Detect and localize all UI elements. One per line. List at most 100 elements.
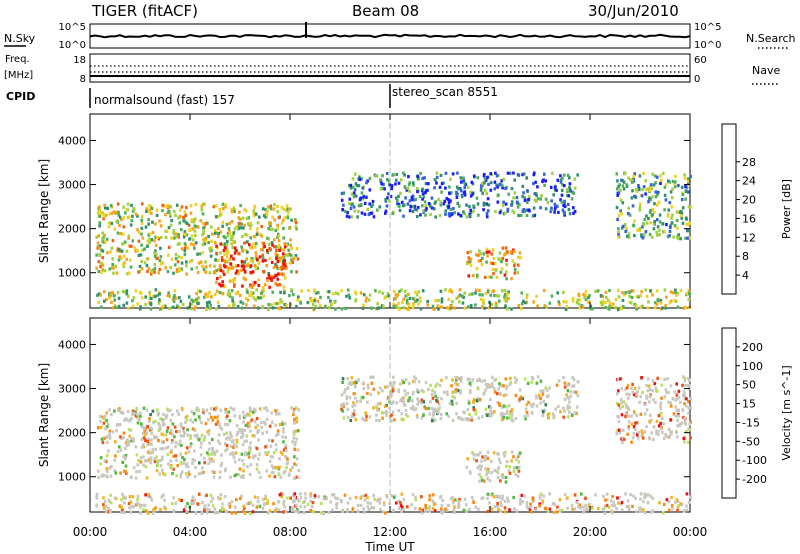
velocity-cell — [553, 510, 556, 514]
power-cell — [584, 289, 588, 293]
velocity-cell — [648, 387, 652, 392]
velocity-cell — [146, 425, 149, 429]
velocity-cell — [508, 416, 512, 420]
power-cell — [637, 295, 640, 299]
velocity-cell — [186, 465, 190, 469]
power-cell — [504, 304, 507, 308]
power-cell — [411, 181, 415, 185]
power-cell — [681, 206, 685, 210]
velocity-cell — [539, 379, 543, 383]
velocity-cell — [467, 399, 471, 403]
velocity-cell — [180, 470, 184, 474]
velocity-cell — [197, 472, 201, 476]
velocity-cell — [209, 460, 212, 464]
velocity-cell — [211, 469, 214, 474]
power-cell — [430, 206, 434, 210]
power-cell — [183, 242, 187, 246]
power-cell — [689, 174, 692, 178]
power-cell — [544, 197, 548, 201]
power-cell — [630, 301, 633, 305]
power-cell — [395, 305, 399, 309]
velocity-cell — [490, 382, 494, 386]
power-cell — [604, 305, 607, 310]
velocity-cell — [102, 496, 105, 500]
velocity-cell — [235, 498, 238, 502]
power-cell — [415, 293, 419, 297]
velocity-cell — [654, 386, 658, 390]
velocity-cell — [319, 511, 323, 515]
power-cell — [661, 222, 665, 226]
power-cell — [666, 214, 670, 218]
power-cell — [125, 301, 129, 305]
power-cell — [221, 224, 224, 228]
power-cell — [640, 194, 644, 198]
velocity-cell — [346, 415, 350, 419]
power-cell — [100, 270, 103, 274]
velocity-cell — [624, 402, 628, 406]
power-cell — [381, 174, 384, 178]
velocity-cell — [120, 410, 124, 415]
velocity-cell — [233, 474, 237, 478]
velocity-cell — [507, 499, 510, 503]
power-cell — [295, 247, 299, 251]
velocity-cell — [681, 408, 684, 412]
velocity-cell — [282, 430, 285, 434]
velocity-cell — [645, 425, 648, 429]
velocity-cell — [486, 509, 490, 514]
power-cell — [669, 190, 673, 194]
velocity-cell — [427, 507, 430, 511]
power-cell — [624, 229, 627, 233]
power-cell — [679, 214, 683, 218]
power-cell — [145, 263, 149, 268]
power-cell — [525, 213, 529, 218]
velocity-cell — [375, 413, 378, 417]
power-cell — [96, 211, 100, 215]
power-cell — [173, 236, 176, 240]
power-cell — [358, 198, 362, 202]
power-cell — [414, 197, 417, 201]
power-cell — [642, 223, 646, 227]
power-cell — [651, 213, 654, 217]
velocity-cell — [529, 505, 533, 509]
power-cell — [387, 294, 391, 298]
velocity-cell — [345, 397, 349, 401]
velocity-cell — [400, 509, 403, 514]
power-cell — [448, 185, 451, 189]
velocity-cell — [437, 402, 441, 406]
velocity-cell — [434, 394, 437, 398]
velocity-cell — [625, 405, 628, 409]
velocity-cell — [525, 501, 529, 505]
velocity-cell — [200, 433, 204, 437]
power-cell — [246, 250, 249, 254]
velocity-cell — [256, 429, 260, 433]
velocity-cell — [213, 407, 216, 411]
power-cell — [237, 227, 240, 231]
power-cell — [643, 232, 646, 237]
velocity-cell — [474, 408, 477, 412]
power-cell — [495, 275, 499, 280]
power-cell — [388, 179, 391, 183]
power-cell — [675, 218, 679, 223]
velocity-cell — [410, 406, 413, 411]
power-cell — [155, 213, 159, 217]
velocity-cell — [113, 458, 116, 462]
velocity-cell — [655, 431, 658, 435]
power-cell — [141, 202, 144, 206]
velocity-cell — [397, 499, 401, 503]
power-cell — [488, 306, 491, 310]
velocity-cell — [506, 409, 509, 413]
power-cell — [477, 213, 480, 217]
velocity-cell — [510, 459, 513, 463]
power-cell — [240, 306, 244, 310]
power-cell — [273, 301, 277, 305]
velocity-cell — [159, 508, 162, 512]
velocity-cell — [471, 378, 475, 382]
velocity-cell — [366, 505, 369, 509]
power-cell — [459, 213, 462, 218]
power-cell — [489, 172, 492, 176]
velocity-cell — [217, 433, 221, 437]
velocity-cell — [193, 498, 196, 502]
power-cell — [202, 267, 206, 272]
velocity-cell — [354, 495, 358, 499]
power-cell — [130, 203, 133, 207]
